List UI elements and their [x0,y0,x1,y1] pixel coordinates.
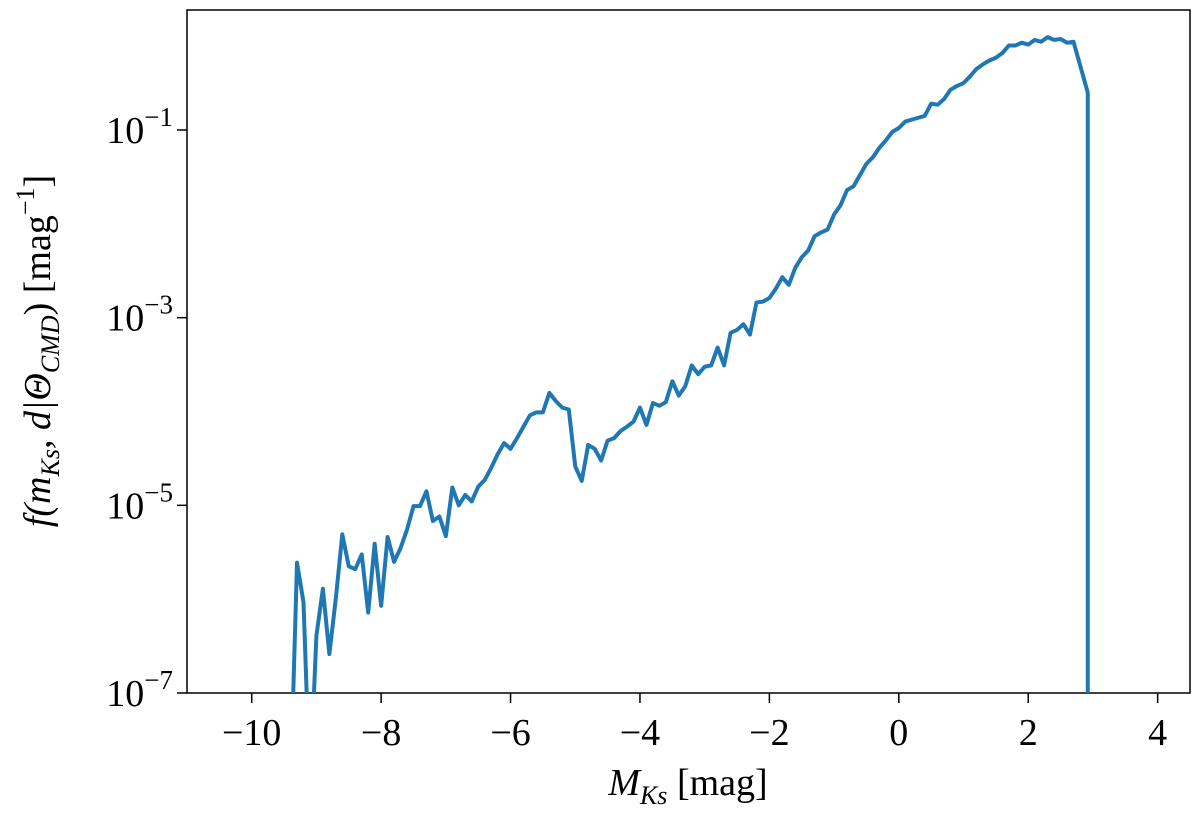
x-tick-label: 4 [1148,712,1167,754]
x-label-symbol: M [607,762,642,804]
x-tick-label: −10 [222,712,281,754]
y-tick-label: 10−7 [106,665,173,715]
y-label-part: f(m [17,477,59,528]
x-tick-label: −4 [620,712,660,754]
y-label-subscript: Ks [36,449,65,477]
y-label-part: , d|Θ [17,373,59,449]
y-tick-exponent: −5 [144,477,173,507]
y-label-superscript: −1 [11,187,40,215]
x-label-subscript: Ks [639,781,667,810]
x-tick-label: −8 [361,712,401,754]
y-tick-base: 10 [106,110,144,152]
y-axis-label: f(mKs, d|ΘCMD) [mag−1] [11,175,65,527]
x-tick-label: −2 [749,712,789,754]
y-tick-exponent: −7 [144,665,173,695]
x-tick-label: 2 [1019,712,1038,754]
y-tick-base: 10 [106,485,144,527]
y-tick-exponent: −3 [144,290,173,320]
plot-frame [186,9,1191,694]
x-axis-label: MKs [mag] [607,762,767,810]
x-label-unit: [mag] [667,762,767,804]
x-tick-label: 0 [889,712,908,754]
y-tick-label: 10−3 [106,290,173,340]
y-label-subscript: CMD [36,315,65,373]
data-line [291,35,1090,693]
x-tick-label: −6 [490,712,530,754]
y-tick-exponent: −1 [144,102,173,132]
y-label-part: ] [17,175,59,188]
y-tick-base: 10 [106,298,144,340]
y-tick-label: 10−1 [106,102,173,152]
y-tick-label: 10−5 [106,477,173,527]
y-tick-base: 10 [106,673,144,715]
y-label-part: ) [mag [17,215,59,315]
